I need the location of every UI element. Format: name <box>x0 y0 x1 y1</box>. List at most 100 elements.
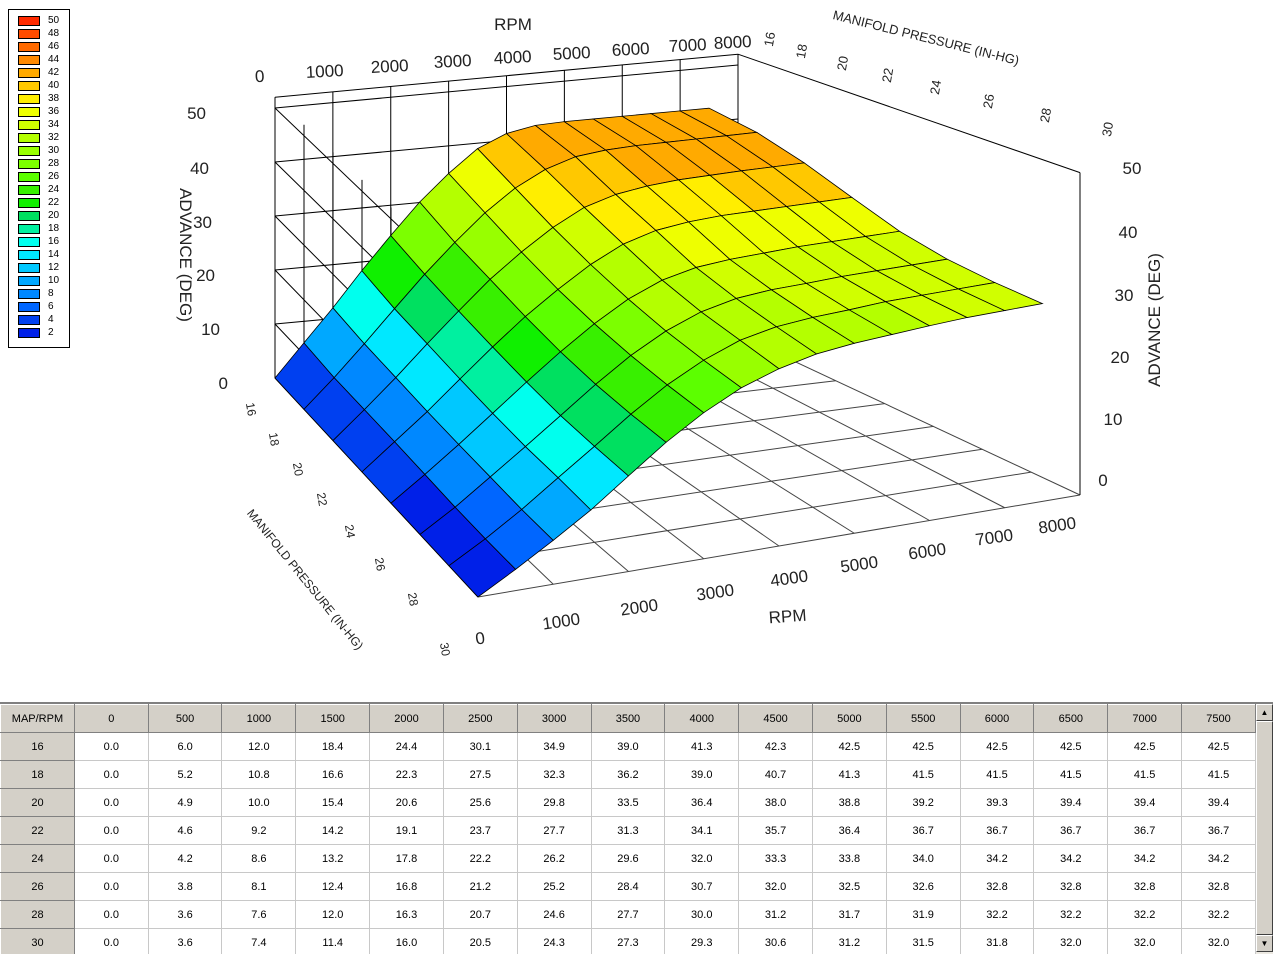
advance-cell[interactable]: 27.3 <box>590 928 666 954</box>
advance-cell[interactable]: 35.7 <box>738 816 813 845</box>
advance-cell[interactable]: 29.6 <box>590 844 666 873</box>
advance-cell[interactable]: 31.5 <box>885 928 961 954</box>
rpm-column-header[interactable]: 500 <box>147 704 223 733</box>
advance-cell[interactable]: 19.1 <box>369 816 444 845</box>
advance-cell[interactable]: 25.2 <box>516 872 592 901</box>
rpm-column-header[interactable]: 7500 <box>1181 704 1256 733</box>
advance-cell[interactable]: 32.6 <box>885 872 961 901</box>
advance-cell[interactable]: 0.0 <box>73 816 149 845</box>
rpm-column-header[interactable]: 2500 <box>442 704 518 733</box>
advance-cell[interactable]: 0.0 <box>73 760 149 789</box>
advance-cell[interactable]: 24.3 <box>516 928 592 954</box>
advance-cell[interactable]: 39.3 <box>959 788 1035 817</box>
advance-cell[interactable]: 31.2 <box>738 900 813 929</box>
advance-cell[interactable]: 41.5 <box>1033 760 1109 789</box>
advance-cell[interactable]: 22.3 <box>369 760 444 789</box>
advance-cell[interactable]: 36.2 <box>590 760 666 789</box>
advance-cell[interactable]: 33.3 <box>738 844 813 873</box>
rpm-column-header[interactable]: 5000 <box>811 704 887 733</box>
map-row-header[interactable]: 30 <box>0 928 75 954</box>
advance-cell[interactable]: 12.4 <box>295 872 371 901</box>
advance-cell[interactable]: 34.0 <box>885 844 961 873</box>
advance-cell[interactable]: 32.0 <box>1107 928 1183 954</box>
advance-cell[interactable]: 39.4 <box>1107 788 1183 817</box>
advance-cell[interactable]: 40.7 <box>738 760 813 789</box>
advance-cell[interactable]: 23.7 <box>442 816 518 845</box>
advance-cell[interactable]: 34.1 <box>664 816 740 845</box>
advance-cell[interactable]: 42.5 <box>1107 732 1183 761</box>
advance-cell[interactable]: 36.7 <box>1181 816 1256 845</box>
advance-cell[interactable]: 41.5 <box>1107 760 1183 789</box>
advance-cell[interactable]: 42.5 <box>1033 732 1109 761</box>
advance-cell[interactable]: 0.0 <box>73 872 149 901</box>
advance-cell[interactable]: 32.0 <box>664 844 740 873</box>
advance-cell[interactable]: 0.0 <box>73 928 149 954</box>
advance-cell[interactable]: 32.0 <box>1181 928 1256 954</box>
rpm-column-header[interactable]: 3500 <box>590 704 666 733</box>
advance-cell[interactable]: 3.6 <box>147 928 223 954</box>
advance-cell[interactable]: 31.7 <box>811 900 887 929</box>
map-row-header[interactable]: 16 <box>0 732 75 761</box>
data-table[interactable]: MAP/RPM 0 500 1000 1500 2000 2500 3000 3500 4000 4… <box>0 702 1256 954</box>
advance-cell[interactable]: 39.0 <box>590 732 666 761</box>
table-scrollbar[interactable]: ▲ ▼ <box>1256 702 1273 954</box>
advance-cell[interactable]: 21.2 <box>442 872 518 901</box>
advance-cell[interactable]: 30.0 <box>664 900 740 929</box>
advance-cell[interactable]: 9.2 <box>221 816 297 845</box>
map-row-header[interactable]: 22 <box>0 816 75 845</box>
advance-cell[interactable]: 12.0 <box>221 732 297 761</box>
advance-cell[interactable]: 16.6 <box>295 760 371 789</box>
advance-cell[interactable]: 36.4 <box>664 788 740 817</box>
advance-cell[interactable]: 16.3 <box>369 900 444 929</box>
advance-cell[interactable]: 20.7 <box>442 900 518 929</box>
advance-cell[interactable]: 31.9 <box>885 900 961 929</box>
advance-cell[interactable]: 10.0 <box>221 788 297 817</box>
advance-cell[interactable]: 32.0 <box>1033 928 1109 954</box>
advance-cell[interactable]: 32.0 <box>738 872 813 901</box>
advance-cell[interactable]: 42.5 <box>959 732 1035 761</box>
advance-cell[interactable]: 25.6 <box>442 788 518 817</box>
advance-cell[interactable]: 41.3 <box>811 760 887 789</box>
advance-cell[interactable]: 41.3 <box>664 732 740 761</box>
advance-cell[interactable]: 36.7 <box>1033 816 1109 845</box>
advance-cell[interactable]: 38.0 <box>738 788 813 817</box>
advance-cell[interactable]: 20.6 <box>369 788 444 817</box>
advance-cell[interactable]: 17.8 <box>369 844 444 873</box>
advance-cell[interactable]: 16.8 <box>369 872 444 901</box>
advance-cell[interactable]: 8.6 <box>221 844 297 873</box>
map-row-header[interactable]: 18 <box>0 760 75 789</box>
advance-cell[interactable]: 0.0 <box>73 900 149 929</box>
advance-cell[interactable]: 32.8 <box>959 872 1035 901</box>
advance-cell[interactable]: 32.5 <box>811 872 887 901</box>
map-row-header[interactable]: 24 <box>0 844 75 873</box>
advance-cell[interactable]: 34.2 <box>1181 844 1256 873</box>
rpm-column-header[interactable]: 2000 <box>369 704 444 733</box>
rpm-column-header[interactable]: 4000 <box>664 704 740 733</box>
scroll-up-arrow-icon[interactable]: ▲ <box>1256 704 1273 721</box>
advance-cell[interactable]: 7.6 <box>221 900 297 929</box>
advance-cell[interactable]: 34.9 <box>516 732 592 761</box>
rpm-column-header[interactable]: 1500 <box>295 704 371 733</box>
advance-cell[interactable]: 30.1 <box>442 732 518 761</box>
map-row-header[interactable]: 20 <box>0 788 75 817</box>
advance-cell[interactable]: 14.2 <box>295 816 371 845</box>
advance-cell[interactable]: 39.4 <box>1181 788 1256 817</box>
advance-cell[interactable]: 31.8 <box>959 928 1035 954</box>
advance-cell[interactable]: 29.3 <box>664 928 740 954</box>
advance-cell[interactable]: 34.2 <box>1107 844 1183 873</box>
advance-cell[interactable]: 29.8 <box>516 788 592 817</box>
advance-cell[interactable]: 30.7 <box>664 872 740 901</box>
rpm-column-header[interactable]: 0 <box>73 704 149 733</box>
rpm-column-header[interactable]: 1000 <box>221 704 297 733</box>
advance-cell[interactable]: 3.6 <box>147 900 223 929</box>
advance-cell[interactable]: 38.8 <box>811 788 887 817</box>
rpm-column-header[interactable]: 6000 <box>959 704 1035 733</box>
rpm-column-header[interactable]: 4500 <box>738 704 813 733</box>
advance-cell[interactable]: 27.7 <box>516 816 592 845</box>
advance-cell[interactable]: 39.2 <box>885 788 961 817</box>
advance-cell[interactable]: 32.8 <box>1033 872 1109 901</box>
advance-cell[interactable]: 42.5 <box>811 732 887 761</box>
advance-cell[interactable]: 6.0 <box>147 732 223 761</box>
advance-cell[interactable]: 31.3 <box>590 816 666 845</box>
advance-cell[interactable]: 0.0 <box>73 844 149 873</box>
